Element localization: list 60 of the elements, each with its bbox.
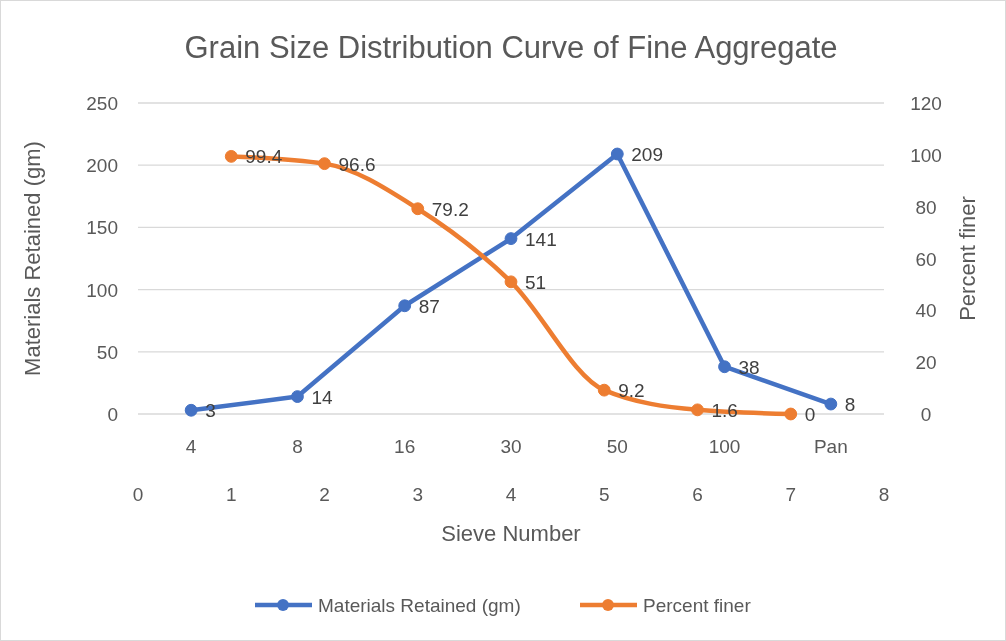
y-axis-title: Materials Retained (gm): [20, 141, 45, 376]
point: [597, 383, 611, 397]
text: 30: [500, 436, 522, 457]
text: 4: [185, 436, 197, 457]
y2-tick-label: 60: [915, 248, 937, 270]
point: [824, 397, 838, 411]
data-label: 79.2: [431, 198, 469, 220]
data-label: 141: [525, 228, 557, 250]
point: [224, 149, 238, 163]
data-label: 0: [804, 404, 816, 425]
y-tick-label: 0: [107, 404, 118, 425]
point: [504, 275, 518, 289]
x-tick-label: 8: [878, 484, 890, 505]
text: 50: [606, 436, 628, 457]
point: [691, 403, 704, 417]
point: [291, 390, 304, 403]
text: 8: [292, 436, 303, 457]
y2-tick-label: 80: [915, 196, 937, 218]
x-tick-label: 0: [132, 484, 144, 505]
point: [784, 407, 798, 421]
y2-tick-label: 20: [915, 352, 937, 374]
y2-tick-label: 0: [920, 404, 932, 425]
y2-axis-title: Percent finer: [955, 196, 980, 321]
legend-label: Percent finer: [643, 595, 752, 616]
point: [718, 360, 731, 374]
data-label: 87: [418, 295, 440, 317]
data-label: 51: [525, 271, 547, 293]
text: 100: [708, 436, 741, 457]
data-label: 9.2: [618, 380, 645, 402]
y-tick-label: 200: [86, 155, 118, 177]
y2-tick-label: 100: [910, 144, 942, 166]
point: [411, 202, 425, 216]
data-label: 96.6: [338, 153, 376, 175]
chart-title: Grain Size Distribution Curve of Fine Aggregate: [184, 30, 838, 65]
text: Pan: [813, 436, 848, 457]
data-label: 38: [738, 356, 760, 378]
point: [504, 232, 518, 245]
y-tick-label: 250: [86, 93, 118, 114]
point: [610, 147, 624, 161]
y-tick-label: 150: [86, 217, 118, 239]
point: [318, 157, 331, 171]
data-label: 14: [311, 386, 334, 408]
x-tick-label: 2: [319, 484, 330, 505]
y2-tick-label: 40: [915, 300, 937, 322]
y2-tick-label: 120: [910, 93, 942, 114]
x-tick-label: 6: [692, 484, 703, 505]
y-tick-label: 100: [86, 279, 118, 301]
y-tick-label: 50: [96, 341, 118, 363]
x-tick-label: 1: [225, 484, 237, 505]
data-label: 8: [844, 394, 856, 416]
legend-label: Materials Retained (gm): [318, 595, 521, 616]
x-tick-label: 7: [785, 484, 797, 505]
x-tick-label: 4: [505, 484, 517, 505]
point: [184, 403, 198, 417]
data-label: 209: [631, 144, 664, 165]
point: [398, 299, 412, 313]
text: 16: [394, 436, 416, 457]
x-tick-label: 5: [598, 484, 610, 505]
x-tick-label: 3: [412, 484, 424, 505]
x-axis-title: Sieve Number: [441, 521, 581, 546]
